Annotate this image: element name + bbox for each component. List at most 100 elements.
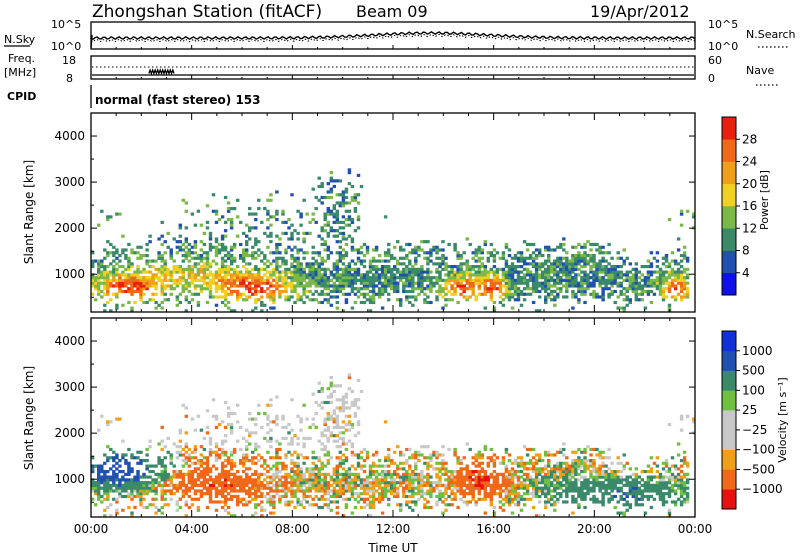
velocity-cell	[556, 492, 560, 496]
velocity-cell	[208, 489, 213, 493]
velocity-cell	[202, 475, 207, 479]
velocity-cell	[390, 489, 394, 493]
power-cell	[426, 267, 430, 271]
velocity-cell	[287, 475, 291, 479]
power-cell	[266, 270, 270, 274]
velocity-cell	[293, 492, 297, 496]
power-cell	[305, 212, 309, 216]
velocity-cell	[245, 492, 249, 496]
power-cell	[553, 259, 557, 263]
power-cell	[592, 265, 596, 269]
power-cell	[525, 281, 530, 285]
velocity-cell	[468, 486, 472, 490]
power-cell	[465, 262, 469, 266]
velocity-cell	[281, 481, 285, 485]
power-cell	[326, 223, 331, 227]
power-cell	[483, 289, 488, 294]
power-cell	[438, 273, 442, 277]
velocity-cell	[91, 464, 95, 468]
power-cell	[598, 262, 602, 266]
power-cell	[139, 254, 143, 258]
velocity-cell	[205, 431, 210, 435]
power-cell	[187, 259, 192, 263]
power-cell	[571, 270, 575, 274]
power-cell	[396, 287, 400, 291]
velocity-cell	[507, 481, 512, 485]
velocity-cell	[284, 475, 288, 479]
power-cell	[516, 289, 521, 294]
power-cell	[522, 287, 527, 291]
velocity-cell	[308, 475, 312, 479]
velocity-cell	[226, 486, 231, 490]
power-cell	[429, 254, 433, 258]
power-cell	[326, 281, 331, 285]
velocity-cell	[347, 387, 352, 391]
power-cell	[631, 289, 636, 294]
velocity-cell	[139, 475, 143, 479]
velocity-cell	[429, 453, 433, 457]
velocity-cell	[495, 492, 500, 496]
velocity-cell	[226, 414, 231, 418]
power-cell	[368, 259, 373, 263]
power-cell	[604, 251, 608, 255]
power-cell	[202, 281, 207, 285]
velocity-cell	[100, 475, 104, 479]
power-cell	[175, 245, 180, 249]
power-cell	[220, 289, 225, 294]
power-cell	[148, 276, 152, 280]
power-cell	[115, 248, 119, 252]
velocity-cell	[362, 459, 367, 463]
power-cell	[136, 278, 140, 282]
power-cell	[531, 265, 536, 269]
power-cell	[562, 265, 566, 269]
power-cell	[245, 273, 249, 277]
power-cell	[205, 254, 210, 258]
velocity-cell	[477, 497, 482, 501]
velocity-cell	[257, 489, 261, 493]
power-cell	[106, 218, 110, 222]
velocity-cell	[483, 472, 488, 476]
power-cell	[145, 248, 149, 252]
velocity-cell	[269, 486, 273, 490]
power-cell	[344, 270, 349, 274]
velocity-cell	[196, 489, 201, 493]
velocity-cell	[368, 470, 373, 474]
velocity-cell	[211, 464, 216, 468]
velocity-cell	[507, 483, 512, 487]
velocity-cell	[426, 456, 430, 460]
velocity-cell	[163, 481, 167, 485]
power-cell	[302, 289, 306, 294]
power-cell	[160, 300, 164, 305]
velocity-cell	[592, 486, 596, 490]
power-cell	[504, 295, 509, 299]
power-cell	[305, 295, 309, 299]
velocity-cell	[115, 478, 119, 482]
power-cell	[257, 207, 261, 211]
velocity-cell	[269, 467, 273, 471]
power-cell	[435, 289, 439, 294]
power-cell	[393, 278, 397, 282]
velocity-cell	[513, 503, 518, 507]
power-cell	[163, 276, 167, 280]
velocity-cell	[226, 483, 231, 487]
velocity-cell	[359, 492, 364, 496]
power-cell	[148, 259, 152, 263]
power-cell	[199, 267, 204, 271]
power-cell	[489, 295, 494, 299]
power-cell	[196, 270, 201, 274]
velocity-cell	[525, 472, 530, 476]
velocity-cell	[154, 481, 158, 485]
power-cell	[226, 287, 231, 291]
velocity-cell	[115, 467, 119, 471]
power-cell	[429, 270, 433, 274]
power-cell	[112, 273, 116, 277]
velocity-cell	[196, 478, 201, 482]
power-cell	[637, 276, 642, 280]
power-cell	[290, 254, 294, 258]
velocity-cell	[468, 489, 472, 493]
velocity-cell	[534, 467, 539, 471]
velocity-cell	[492, 505, 497, 510]
power-cell	[664, 295, 669, 299]
power-cell	[547, 265, 551, 269]
power-cell	[402, 270, 406, 274]
